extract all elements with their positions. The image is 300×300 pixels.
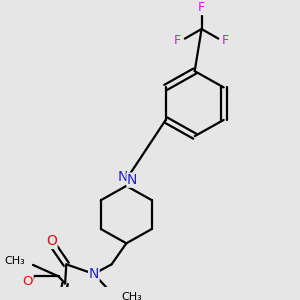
Text: O: O: [46, 234, 57, 248]
Text: F: F: [174, 34, 181, 47]
Text: O: O: [22, 275, 33, 288]
Text: N: N: [117, 170, 128, 184]
Text: F: F: [222, 34, 230, 47]
Text: CH₃: CH₃: [122, 292, 142, 300]
Text: CH₃: CH₃: [4, 256, 25, 266]
Text: N: N: [89, 267, 99, 281]
Text: N: N: [127, 173, 137, 187]
Text: F: F: [198, 2, 205, 14]
